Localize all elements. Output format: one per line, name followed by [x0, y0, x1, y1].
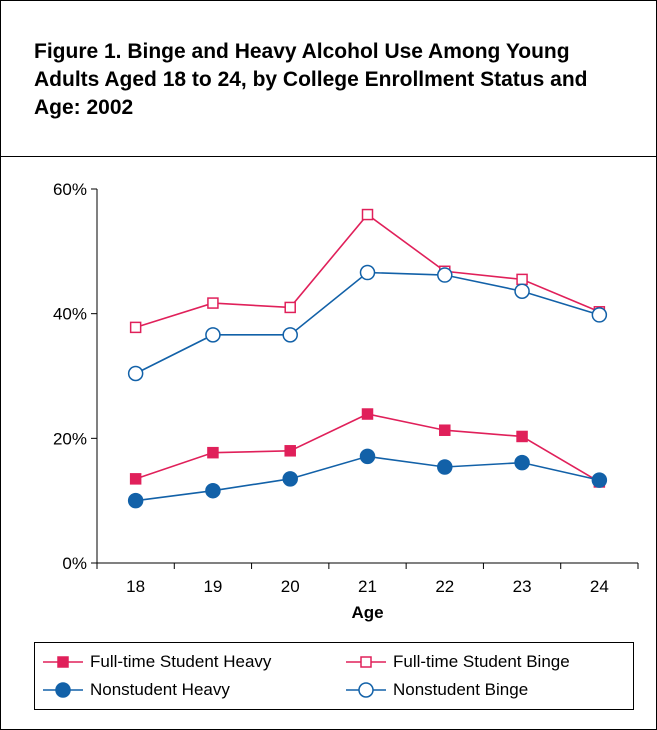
x-tick-label: 18 — [126, 577, 145, 596]
x-tick-label: 23 — [513, 577, 532, 596]
x-tick-label: 22 — [435, 577, 454, 596]
legend-swatch — [346, 682, 386, 698]
data-point-s3-4 — [437, 267, 453, 283]
data-point-s0-1 — [207, 446, 219, 459]
data-point-s3-3 — [359, 264, 376, 281]
y-tick-label: 20% — [53, 429, 87, 448]
data-point-s2-2 — [282, 471, 298, 487]
x-tick-label: 19 — [203, 577, 222, 596]
legend-item: Nonstudent Binge — [345, 678, 528, 702]
data-point-s2-5 — [514, 454, 530, 471]
y-tick-label: 40% — [53, 305, 87, 324]
legend-label: Full-time Student Heavy — [90, 652, 272, 671]
data-point-s1-5 — [516, 273, 528, 286]
legend: Full-time Student Heavy Full-time Student… — [34, 642, 634, 710]
legend-label: Nonstudent Binge — [393, 680, 529, 699]
data-point-s0-3 — [361, 408, 374, 420]
data-point-s2-3 — [359, 448, 376, 465]
data-point-s0-4 — [439, 424, 451, 436]
legend-item: Nonstudent Heavy — [42, 678, 230, 702]
figure-title: Figure 1. Binge and Heavy Alcohol Use Am… — [34, 40, 588, 119]
data-point-s0-0 — [129, 473, 142, 485]
y-tick-label: 60% — [53, 180, 87, 199]
data-point-s2-1 — [205, 482, 221, 499]
legend-item: Full-time Student Heavy — [42, 650, 271, 674]
series-line-3 — [135, 271, 600, 375]
legend-swatch — [346, 656, 386, 668]
legend-swatch — [43, 682, 83, 698]
x-tick-label: 24 — [590, 577, 609, 596]
data-point-s3-6 — [591, 307, 608, 323]
data-point-s1-0 — [129, 321, 142, 334]
data-point-s3-5 — [514, 283, 530, 299]
x-tick-label: 20 — [281, 577, 300, 596]
series-line-0 — [135, 413, 600, 483]
data-point-s2-0 — [127, 492, 144, 509]
y-tick-label: 0% — [62, 554, 87, 573]
data-point-s1-1 — [207, 297, 219, 309]
x-axis-label: Age — [351, 603, 383, 622]
legend-item: Full-time Student Binge — [345, 650, 570, 674]
legend-label: Nonstudent Heavy — [90, 680, 230, 699]
legend-marker — [55, 682, 71, 698]
data-point-s1-3 — [361, 208, 374, 221]
data-point-s3-2 — [282, 327, 298, 343]
x-tick-label: 21 — [358, 577, 377, 596]
data-point-s0-5 — [516, 430, 528, 443]
data-point-s1-2 — [284, 301, 296, 314]
title-box: Figure 1. Binge and Heavy Alcohol Use Am… — [1, 1, 656, 157]
legend-label: Full-time Student Binge — [393, 652, 570, 671]
data-point-s2-6 — [591, 472, 608, 488]
legend-marker — [360, 656, 372, 668]
data-point-s3-0 — [127, 365, 144, 382]
legend-swatch — [43, 656, 83, 668]
legend-marker — [358, 682, 374, 698]
data-point-s2-4 — [437, 459, 453, 475]
line-chart: 0% 20% 40% 60% 18 19 20 21 22 23 24 Age — [53, 180, 639, 622]
data-point-s3-1 — [205, 327, 221, 343]
legend-marker — [57, 656, 69, 668]
data-point-s0-2 — [284, 445, 296, 457]
